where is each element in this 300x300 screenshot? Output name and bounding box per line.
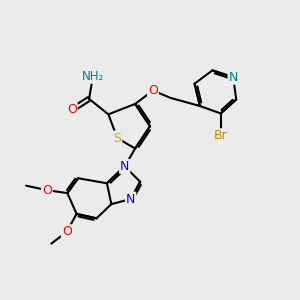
Text: S: S <box>113 132 121 145</box>
Text: N: N <box>120 160 129 173</box>
Text: N: N <box>229 71 238 84</box>
Text: O: O <box>67 103 77 116</box>
Text: O: O <box>42 184 52 196</box>
Text: O: O <box>62 225 72 238</box>
Text: Br: Br <box>214 129 228 142</box>
Text: NH₂: NH₂ <box>82 70 104 83</box>
Text: N: N <box>126 193 135 206</box>
Text: O: O <box>148 84 158 97</box>
